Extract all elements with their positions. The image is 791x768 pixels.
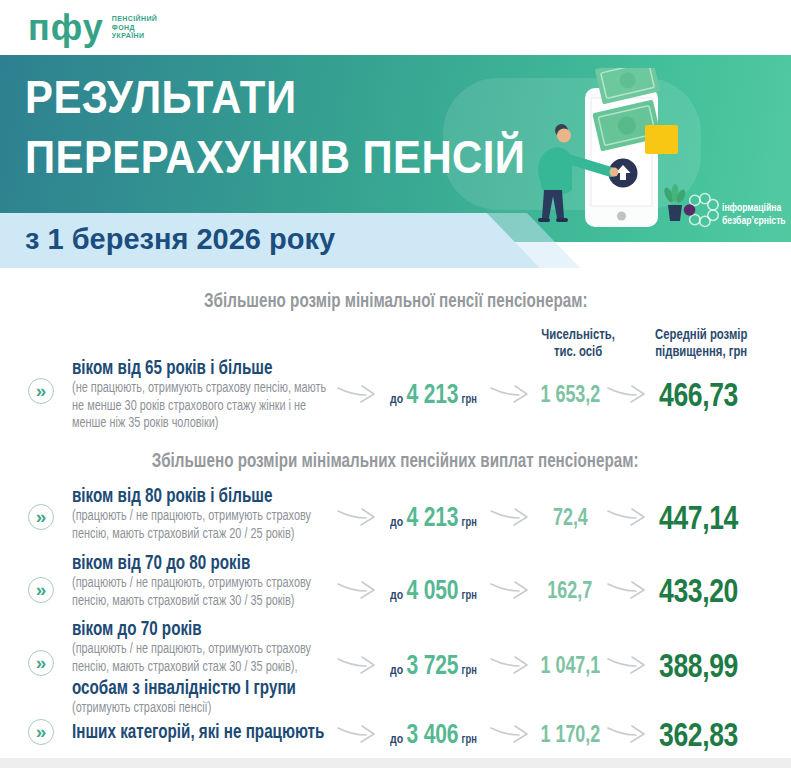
chevron-bullet-icon	[28, 719, 54, 745]
arrow-icon	[489, 720, 531, 746]
arrow-icon	[336, 720, 378, 746]
pension-row-other: Інших категорій, які не працюють до 3 40…	[0, 0, 791, 768]
pension-infographic: пфу ПЕНСІЙНИЙ ФОНД УКРАЇНИ РЕЗУЛЬТАТИ ПЕ…	[0, 0, 791, 768]
arrow-icon	[606, 720, 648, 746]
bottom-strip	[0, 758, 791, 768]
